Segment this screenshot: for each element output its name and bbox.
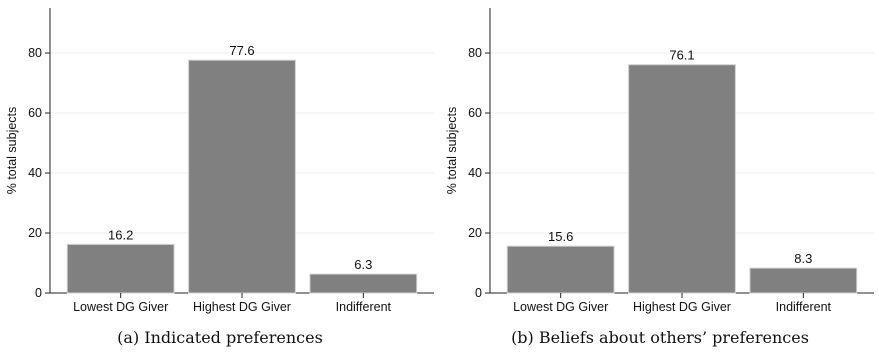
bar [66, 243, 175, 294]
chart-panel-b: 0 20 40 60 80 % total subjects 15.6 Lowest DG G… [440, 0, 879, 355]
y-tick-label: 0 [475, 286, 482, 300]
bar-value-label: 6.3 [354, 257, 372, 272]
y-tick-label: 40 [468, 166, 482, 180]
y-tick-label: 0 [35, 286, 42, 300]
x-category-label: Highest DG Giver [633, 300, 731, 314]
x-category-label: Highest DG Giver [193, 300, 291, 314]
bar-chart-b: 0 20 40 60 80 % total subjects 15.6 Lowest DG G… [445, 8, 874, 314]
bar [188, 59, 296, 294]
x-category-label: Indifferent [776, 300, 832, 314]
bar-value-label: 16.2 [108, 227, 133, 242]
y-tick-label: 80 [468, 46, 482, 60]
bar-value-label: 15.6 [548, 229, 573, 244]
bar-value-label: 76.1 [669, 48, 694, 63]
bar [749, 267, 858, 294]
y-axis-title: % total subjects [445, 107, 459, 195]
bar [506, 245, 615, 294]
x-category-label: Lowest DG Giver [513, 300, 608, 314]
bar-value-label: 77.6 [229, 43, 254, 58]
x-category-label: Indifferent [336, 300, 392, 314]
y-tick-label: 20 [28, 226, 42, 240]
bar-chart-a: 0 20 40 60 80 % total subjects 16.2 Lowest DG G… [5, 8, 434, 314]
bar [309, 273, 418, 294]
y-tick-label: 60 [468, 106, 482, 120]
y-tick-label: 20 [468, 226, 482, 240]
y-tick-label: 60 [28, 106, 42, 120]
y-tick-label: 80 [28, 46, 42, 60]
x-category-label: Lowest DG Giver [73, 300, 168, 314]
caption-b: (b) Beliefs about others’ preferences [511, 328, 809, 347]
chart-panel-a: 0 20 40 60 80 % total subjects 16.2 Lowest DG G… [5, 8, 434, 347]
bar-value-label: 8.3 [794, 251, 812, 266]
y-tick-label: 40 [28, 166, 42, 180]
bar [628, 64, 736, 294]
caption-a: (a) Indicated preferences [117, 328, 323, 347]
y-axis-title: % total subjects [5, 107, 19, 195]
